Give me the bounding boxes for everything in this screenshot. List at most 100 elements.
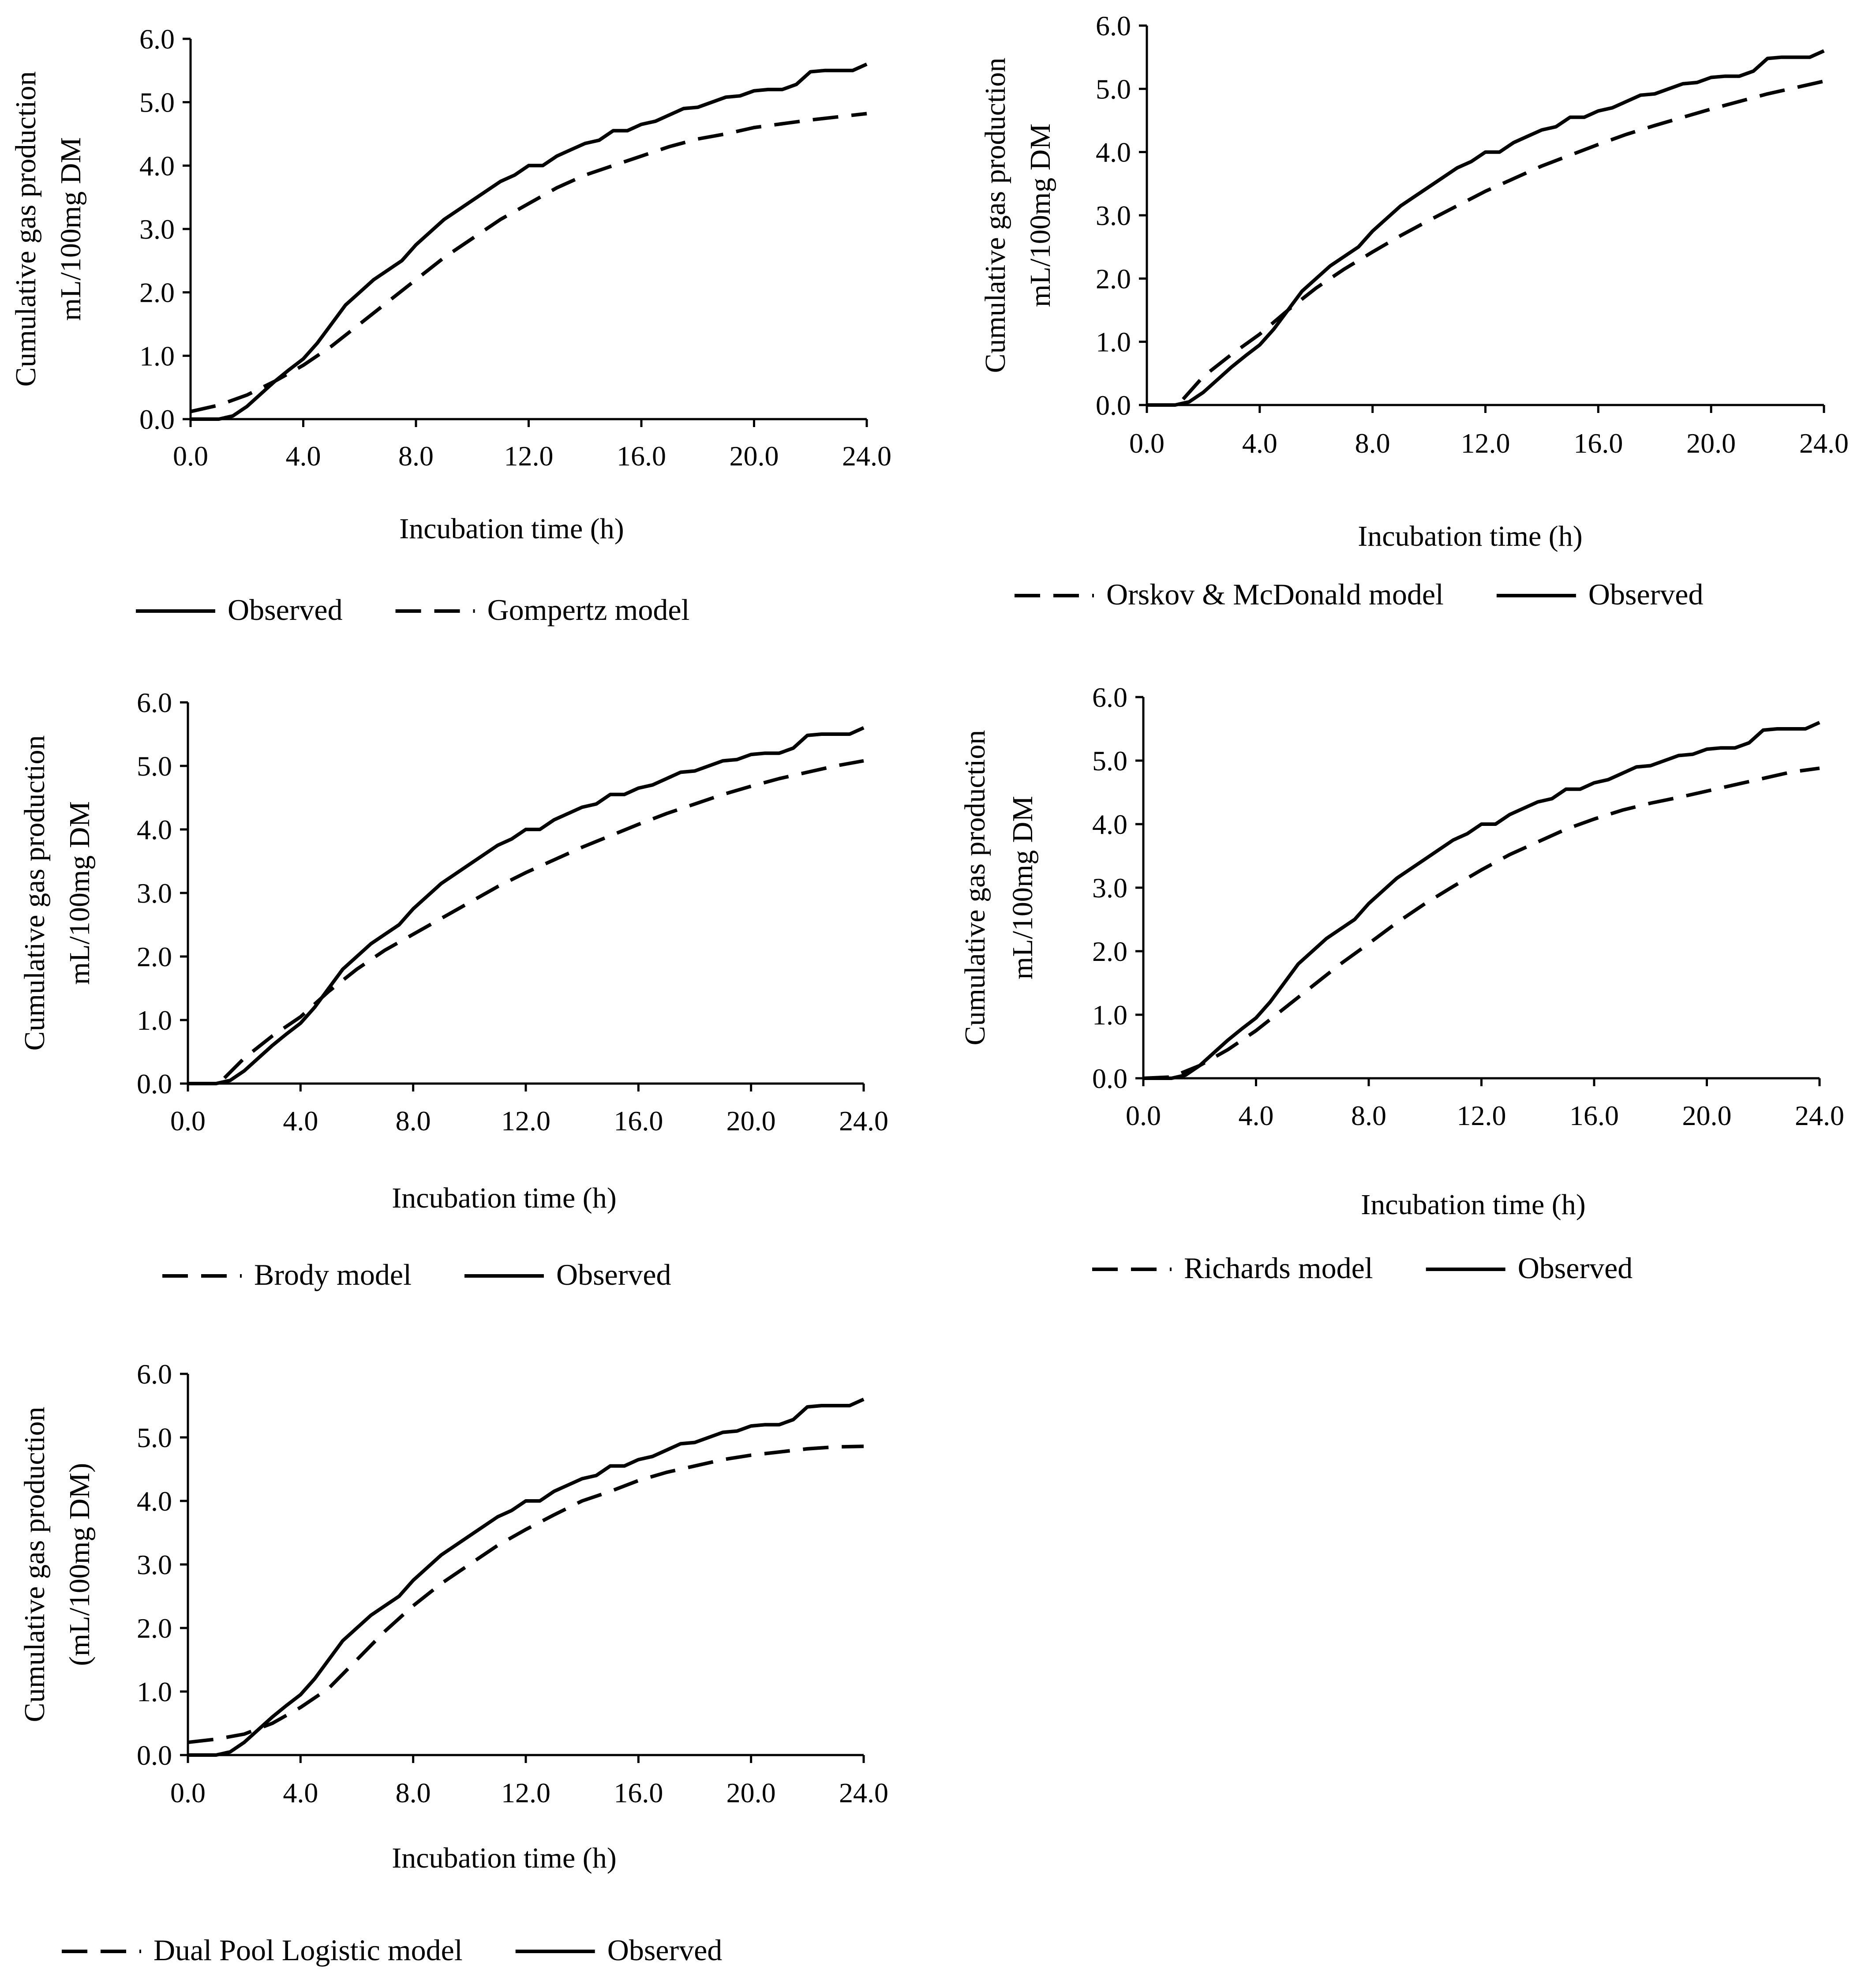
y-axis-title-line-1: Cumulative gas production [959,730,991,1046]
y-axis-title-line-2: mL/100mg DM [1024,124,1056,307]
y-tick-label: 6.0 [137,1358,172,1390]
x-axis-title: Incubation time (h) [392,1842,617,1874]
y-tick-label: 0.0 [139,404,175,435]
y-tick-label: 0.0 [1092,1063,1127,1094]
x-tick-label: 12.0 [1461,428,1510,459]
y-tick-label: 1.0 [139,340,175,371]
legend-label: Observed [607,1933,723,1967]
x-tick-label: 20.0 [1682,1100,1732,1131]
legend-label: Observed [1588,578,1704,611]
y-tick-label: 0.0 [1096,390,1131,421]
series-line-observed [188,726,865,1085]
series-line-model [1147,79,1824,407]
series-line-model [187,1444,864,1744]
x-tick-label: 24.0 [839,1777,888,1808]
x-tick-label: 24.0 [1799,428,1849,459]
y-axis-title-line-1: Cumulative gas production [19,735,51,1051]
y-tick-label: 6.0 [1092,682,1127,713]
y-axis-title-line-1: Cumulative gas production [10,71,42,387]
y-tick-label: 5.0 [137,750,172,782]
y-tick-label: 3.0 [137,1549,172,1580]
x-tick-label: 8.0 [1355,428,1390,459]
x-tick-label: 8.0 [1351,1100,1386,1131]
y-tick-label: 2.0 [139,277,175,308]
x-tick-label: 24.0 [1795,1100,1844,1131]
chart-panel-1: 0.0 1.0 2.0 3.0 4.0 5.0 6.0 0.0 4.0 8.0 12.0 16.0 20… [10,23,891,626]
x-tick-label: 16.0 [1569,1100,1619,1131]
y-axis-title-line-1: Cumulative gas production [19,1407,51,1722]
legend-label: Observed [556,1258,671,1291]
y-tick-label: 4.0 [1096,137,1131,168]
x-axis-title: Incubation time (h) [1361,1189,1586,1221]
y-axis-title-line-1: Cumulative gas production [979,58,1011,373]
series-line-observed [1143,720,1820,1080]
x-tick-label: 16.0 [1573,428,1623,459]
y-tick-label: 6.0 [139,23,175,55]
y-tick-label: 4.0 [139,150,175,181]
y-tick-label: 1.0 [1096,326,1131,358]
y-axis-title-line-2: mL/100mg DM [64,801,96,985]
x-tick-label: 4.0 [283,1777,318,1808]
series-line-model [190,112,867,413]
x-tick-label: 20.0 [730,440,779,472]
y-tick-label: 2.0 [137,1613,172,1644]
x-tick-label: 24.0 [839,1105,888,1137]
y-tick-label: 1.0 [1092,999,1127,1031]
x-tick-label: 4.0 [283,1105,318,1137]
y-axis-title-line-2: mL/100mg DM [55,137,87,321]
series-line-model [1143,766,1820,1080]
y-tick-label: 0.0 [137,1740,172,1771]
y-tick-label: 3.0 [139,214,175,245]
x-tick-label: 12.0 [504,440,554,472]
x-axis-title: Incubation time (h) [1358,520,1583,552]
y-tick-label: 5.0 [139,87,175,118]
chart-panel-3: 0.0 1.0 2.0 3.0 4.0 5.0 6.0 0.0 4.0 8.0 12.0 16.0 20… [19,687,888,1291]
chart-panel-2: 0.0 1.0 2.0 3.0 4.0 5.0 6.0 0.0 4.0 8.0 12.0 16.0 20… [979,10,1849,611]
x-tick-label: 4.0 [1242,428,1277,459]
x-tick-label: 0.0 [170,1105,206,1137]
x-axis-title: Incubation time (h) [392,1182,617,1214]
y-tick-label: 3.0 [1092,872,1127,904]
x-tick-label: 12.0 [1457,1100,1506,1131]
x-tick-label: 0.0 [1129,428,1165,459]
y-tick-label: 0.0 [137,1068,172,1099]
x-tick-label: 4.0 [1239,1100,1274,1131]
y-tick-label: 3.0 [1096,200,1131,231]
x-tick-label: 12.0 [501,1105,550,1137]
x-tick-label: 12.0 [501,1777,550,1808]
y-tick-label: 2.0 [137,941,172,972]
x-tick-label: 16.0 [614,1777,663,1808]
legend: Orskov & McDonald model Observed [1015,578,1703,611]
x-tick-label: 8.0 [398,440,434,472]
series-line-observed [1147,49,1825,407]
y-tick-label: 3.0 [137,878,172,909]
series-line-observed [188,1397,865,1757]
x-tick-label: 20.0 [726,1777,776,1808]
legend: Richards model Observed [1092,1251,1633,1285]
x-tick-label: 20.0 [726,1105,776,1137]
x-tick-label: 0.0 [1126,1100,1161,1131]
y-tick-label: 2.0 [1096,263,1131,294]
x-tick-label: 0.0 [170,1777,206,1808]
legend-label: Richards model [1184,1251,1373,1285]
x-tick-label: 0.0 [173,440,208,472]
series-line-observed [191,62,868,421]
legend: Dual Pool Logistic model Observed [62,1933,722,1967]
legend: Brody model Observed [162,1258,671,1291]
y-tick-label: 4.0 [137,814,172,845]
x-tick-label: 24.0 [842,440,891,472]
y-axis-title-line-2: (mL/100mg DM) [64,1463,96,1666]
y-tick-label: 5.0 [1096,73,1131,105]
y-tick-label: 4.0 [1092,809,1127,840]
legend-label: Observed [228,593,343,626]
legend-label: Brody model [254,1258,412,1291]
x-tick-label: 16.0 [614,1105,663,1137]
x-tick-label: 8.0 [396,1777,431,1808]
legend: Observed Gompertz model [136,593,689,626]
y-tick-label: 6.0 [137,687,172,718]
x-tick-label: 8.0 [396,1105,431,1137]
y-tick-label: 5.0 [137,1422,172,1453]
legend-label: Dual Pool Logistic model [154,1933,463,1967]
